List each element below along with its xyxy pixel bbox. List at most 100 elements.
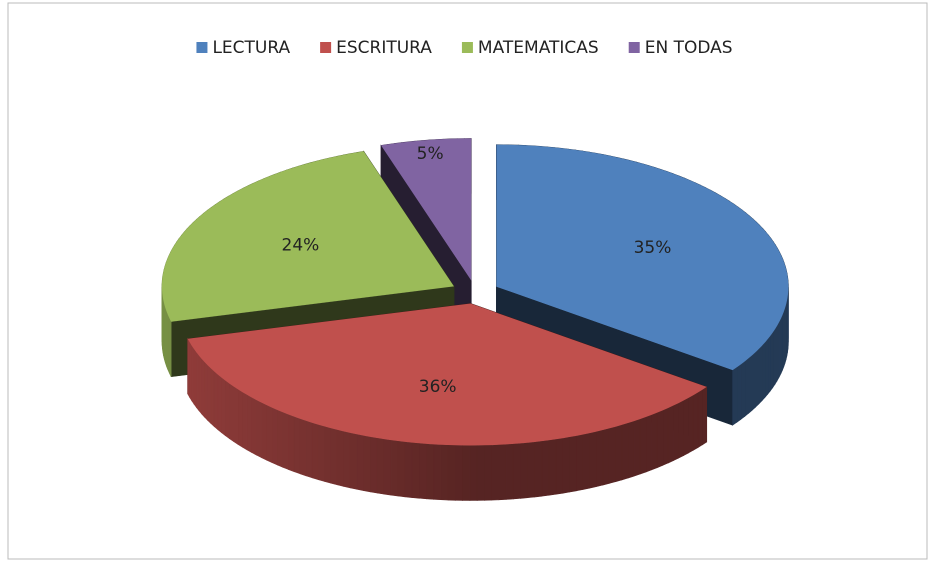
legend-label: MATEMATICAS: [478, 38, 599, 58]
slice-side: [740, 360, 746, 420]
slice: [381, 138, 472, 281]
slice: [161, 151, 454, 322]
slice-side: [293, 416, 301, 475]
slice-side: [462, 445, 471, 501]
slice-side: [455, 444, 463, 501]
data-label: 5%: [417, 144, 444, 164]
slice-side: [662, 407, 669, 466]
legend-label: LECTURA: [212, 38, 290, 58]
chart-frame: [7, 2, 928, 560]
slice-side: [621, 422, 629, 481]
slice-side: [261, 402, 267, 461]
slice-side: [191, 344, 195, 405]
slice-side: [697, 389, 703, 449]
slice-side: [582, 432, 590, 490]
slice-side: [242, 391, 248, 451]
slice-side: [732, 366, 738, 426]
slice-side: [505, 443, 514, 500]
slice-side: [576, 434, 584, 492]
data-label: 36%: [419, 377, 457, 397]
slice-side: [311, 422, 319, 481]
slice: [496, 144, 789, 371]
slice-side: [645, 414, 652, 473]
slice-side: [277, 409, 284, 468]
slice-side: [390, 439, 399, 497]
slice-side: [491, 444, 500, 501]
data-label: 24%: [282, 235, 320, 255]
slice-side: [562, 436, 570, 494]
slice-side: [534, 440, 543, 498]
slice-side: [330, 427, 338, 486]
slice-side: [608, 426, 616, 484]
slice-side: [633, 418, 641, 477]
slice-side: [751, 351, 756, 411]
legend-label: ESCRITURA: [336, 38, 432, 58]
slice-side: [702, 386, 708, 446]
slice-side: [770, 331, 774, 392]
slice-side: [189, 341, 192, 402]
slice-side: [755, 348, 760, 408]
slice-side: [678, 400, 684, 459]
slice-side: [744, 357, 749, 417]
slice-side: [349, 432, 358, 490]
slice-side: [376, 437, 385, 495]
slice-side: [193, 348, 197, 409]
slice-side: [615, 424, 623, 483]
slice-side: [397, 440, 406, 498]
slice-side: [363, 435, 371, 493]
slice-side: [541, 439, 550, 497]
slice-side: [201, 358, 205, 418]
slice-side: [639, 416, 647, 475]
slice-side: [370, 436, 378, 494]
legend-swatch: [320, 42, 332, 53]
slice-side: [627, 420, 635, 479]
slice-side: [217, 373, 222, 434]
slice-side: [673, 402, 679, 462]
slice-side: [527, 441, 535, 499]
slice-side: [469, 445, 478, 501]
slice-side: [246, 394, 252, 453]
slice-side: [692, 392, 699, 451]
slice-side: [198, 354, 202, 415]
slice-side: [569, 435, 577, 493]
slice-side: [426, 443, 435, 500]
slice-side: [305, 420, 313, 479]
slice-side: [336, 429, 344, 487]
slice-side: [317, 424, 325, 482]
slice-side: [195, 351, 200, 412]
slice-side: [498, 444, 507, 501]
slice-side: [656, 409, 664, 469]
slice-side: [221, 377, 226, 437]
slice-side: [237, 388, 243, 448]
slice-side: [555, 437, 563, 495]
slice-side: [288, 414, 295, 473]
slice-side: [225, 380, 230, 440]
slice-side: [548, 438, 557, 496]
slice-side: [440, 444, 449, 501]
legend-swatch: [628, 42, 640, 53]
legend-swatch: [461, 42, 473, 53]
slice-side: [266, 404, 273, 464]
slice-side: [484, 444, 492, 501]
slice-side: [476, 444, 485, 501]
slice-side: [210, 367, 215, 428]
legend-swatch: [196, 42, 208, 53]
slice-side: [404, 441, 413, 498]
slice-side: [204, 361, 208, 421]
slice-side: [688, 394, 694, 454]
slice-side: [229, 382, 234, 443]
legend-label: EN TODAS: [645, 38, 733, 58]
slice-side: [758, 344, 763, 405]
slice-side: [774, 324, 778, 386]
slice-side: [683, 397, 689, 457]
slice-side: [767, 334, 771, 396]
slice-side: [256, 399, 262, 459]
slice-side: [207, 364, 212, 425]
slice-side: [602, 428, 610, 486]
slice-side: [447, 444, 456, 501]
slice-side: [356, 433, 364, 491]
slice-side: [772, 328, 776, 389]
slice-side: [651, 412, 658, 471]
data-label: 35%: [634, 238, 672, 258]
